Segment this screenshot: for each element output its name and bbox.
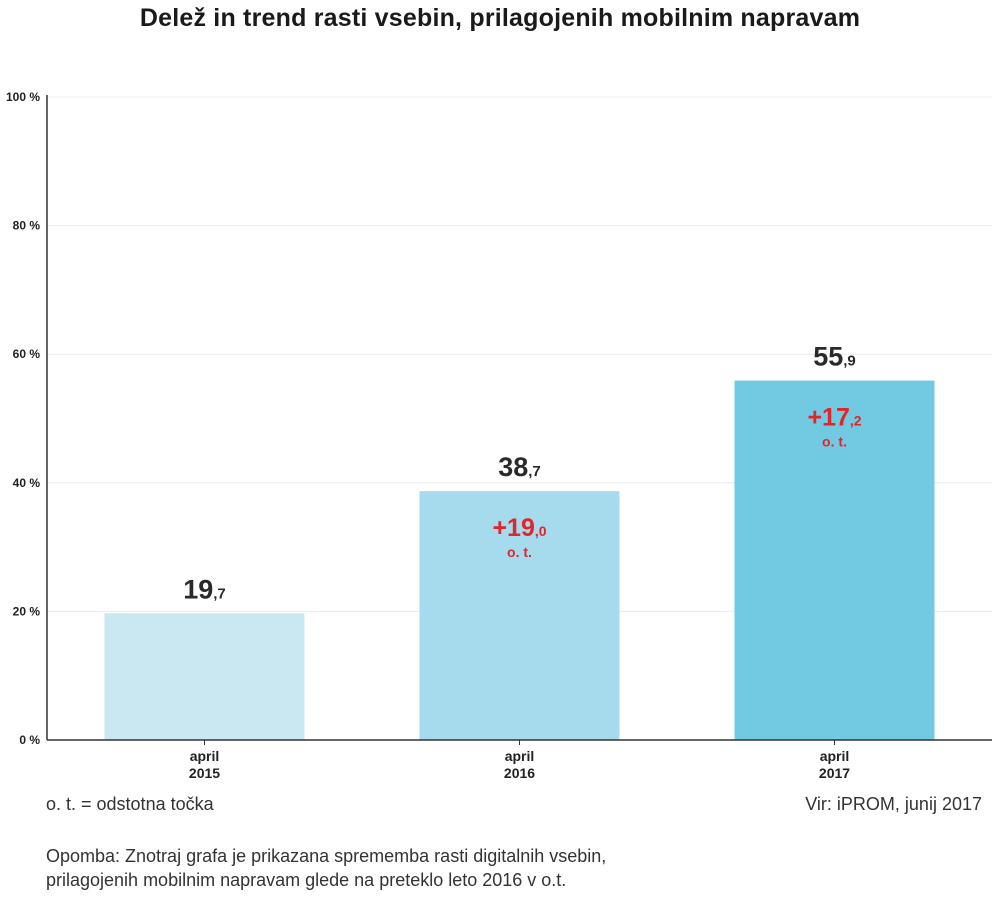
y-tick-label: 0 %	[19, 733, 40, 747]
category-label: april	[820, 748, 850, 764]
change-unit-label: o. t.	[507, 544, 532, 560]
category-label: 2016	[504, 765, 535, 781]
value-label-decimal: ,7	[528, 463, 541, 480]
change-label-integer: +17	[807, 404, 849, 432]
change-label-decimal: ,0	[535, 523, 547, 539]
change-label: +19,0	[492, 514, 546, 542]
category-label: 2015	[189, 765, 220, 781]
change-label-decimal: ,2	[850, 413, 862, 429]
y-tick-label: 80 %	[13, 219, 41, 233]
value-label-integer: 55	[813, 342, 843, 372]
category-label: april	[505, 748, 535, 764]
axes: 0 % 20 % 40 % 60 % 80 % 100 %	[6, 90, 992, 747]
value-label-decimal: ,7	[213, 585, 226, 602]
y-tick-label: 100 %	[6, 90, 40, 104]
value-label: 38,7	[498, 452, 541, 482]
remark-line-1: Opomba: Znotraj grafa je prikazana sprem…	[46, 846, 607, 866]
remark-line-2: prilagojenih mobilnim napravam glede na …	[46, 870, 567, 890]
chart-title: Delež in trend rasti vsebin, prilagojeni…	[139, 4, 861, 32]
y-tick-label: 20 %	[13, 604, 41, 618]
category-label: april	[190, 748, 220, 764]
change-label: +17,2	[807, 404, 861, 432]
category-label: 2017	[819, 765, 850, 781]
bar-1	[419, 491, 620, 740]
bars	[104, 380, 935, 740]
change-unit-label: o. t.	[822, 434, 847, 450]
bar-chart: 0 %20 %40 %60 %80 %100 % april201519,7ap…	[6, 90, 992, 781]
value-label: 55,9	[813, 342, 856, 372]
value-label-integer: 38	[498, 452, 528, 482]
value-label-integer: 19	[183, 574, 213, 604]
value-label: 19,7	[183, 574, 226, 604]
remark-note: Opomba: Znotraj grafa je prikazana sprem…	[46, 844, 806, 892]
y-tick-label: 60 %	[13, 347, 41, 361]
bar-2	[734, 380, 935, 740]
source-note: Vir: iPROM, junij 2017	[805, 794, 982, 814]
bar-0	[104, 613, 305, 740]
abbreviation-note: o. t. = odstotna točka	[46, 794, 214, 814]
y-tick-label: 40 %	[13, 476, 41, 490]
value-label-decimal: ,9	[843, 353, 856, 370]
change-label-integer: +19	[492, 514, 534, 542]
